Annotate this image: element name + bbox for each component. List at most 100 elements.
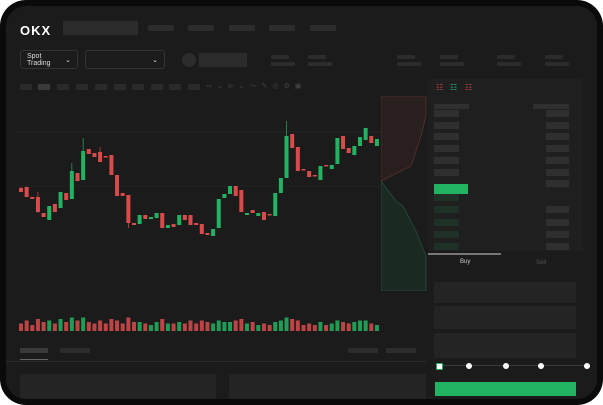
- chart-tools-toolbar[interactable]: ∾⌄⊳⌄〜✎◎⚙▣: [206, 81, 306, 91]
- nav-item[interactable]: [188, 25, 214, 31]
- timeframe-button[interactable]: [132, 84, 144, 90]
- amount-slider-track[interactable]: [439, 365, 587, 366]
- candlestick-chart[interactable]: [16, 96, 381, 336]
- timeframe-button[interactable]: [114, 84, 126, 90]
- indicator-icon[interactable]: ∾⌄: [206, 83, 228, 90]
- camera-icon[interactable]: ◎⚙▣: [272, 83, 307, 90]
- candle-body: [109, 155, 114, 175]
- orderbook-asks-icon[interactable]: ☷: [465, 83, 473, 92]
- candle-body: [52, 204, 57, 212]
- total-input[interactable]: [434, 333, 576, 358]
- depth-bids-area: [381, 180, 427, 291]
- line-icon[interactable]: 〜✎: [249, 83, 273, 90]
- candle-body: [346, 148, 351, 153]
- candle-body: [148, 217, 153, 219]
- timeframe-button[interactable]: [20, 84, 32, 90]
- sell-tab[interactable]: Sell: [536, 260, 547, 266]
- timeframe-button[interactable]: [188, 84, 200, 90]
- bid-price[interactable]: [434, 243, 459, 250]
- slider-step-100[interactable]: [584, 363, 590, 369]
- filter-button[interactable]: [348, 348, 378, 353]
- nav-item[interactable]: [269, 25, 295, 31]
- search-placeholder[interactable]: [63, 21, 138, 35]
- candle-body: [374, 139, 379, 146]
- bid-price[interactable]: [434, 194, 459, 201]
- amount-input[interactable]: [434, 306, 576, 329]
- orderbook-panel: ☷ ☷ ☷: [428, 79, 583, 251]
- candle-body: [126, 195, 131, 223]
- volume-bar: [182, 323, 187, 331]
- volume-bar: [205, 322, 210, 331]
- candle-body: [358, 137, 362, 146]
- candle-body: [245, 213, 249, 215]
- slider-handle-0[interactable]: [436, 363, 443, 370]
- volume-bar: [81, 317, 86, 331]
- bid-amount: [546, 243, 569, 250]
- ask-price[interactable]: [434, 145, 459, 152]
- volume-bar: [103, 323, 108, 331]
- timeframe-button[interactable]: [151, 84, 163, 90]
- orders-panel-right: [229, 374, 426, 399]
- candle-body: [120, 193, 125, 196]
- nav-item[interactable]: [148, 25, 174, 31]
- draw-icon[interactable]: ⊳⌄: [227, 83, 250, 90]
- divider: [6, 361, 426, 362]
- candle-body: [165, 225, 170, 228]
- volume-bar: [352, 322, 357, 331]
- ask-price[interactable]: [434, 157, 459, 164]
- volume-bar: [222, 322, 227, 331]
- tab-open-orders[interactable]: [20, 348, 48, 353]
- bid-price[interactable]: [434, 206, 459, 213]
- timeframe-button[interactable]: [169, 84, 181, 90]
- pair-dropdown[interactable]: ⌄: [85, 50, 165, 69]
- active-tab-underline: [20, 359, 48, 360]
- candle-body: [115, 175, 120, 196]
- volume-bar: [216, 320, 221, 331]
- volume-bar: [358, 320, 362, 331]
- nav-item[interactable]: [310, 25, 336, 31]
- slider-step-25[interactable]: [466, 363, 472, 369]
- timeframe-button[interactable]: [95, 84, 107, 90]
- volume-bar: [98, 320, 103, 331]
- volume-bar: [165, 323, 170, 331]
- slider-step-50[interactable]: [503, 363, 509, 369]
- orderbook-both-icon[interactable]: ☷: [436, 83, 444, 92]
- ask-price[interactable]: [434, 169, 459, 176]
- candle-body: [261, 212, 266, 220]
- candle-body: [329, 165, 334, 169]
- candle-body: [41, 213, 46, 217]
- ask-price[interactable]: [434, 133, 459, 140]
- volume-bar: [211, 323, 216, 331]
- buy-tab[interactable]: Buy: [460, 259, 471, 265]
- buy-button[interactable]: [435, 382, 576, 396]
- timeframe-button[interactable]: [57, 84, 69, 90]
- depth-chart: [381, 96, 427, 291]
- bid-price[interactable]: [434, 231, 459, 238]
- volume-bar: [52, 323, 57, 331]
- nav-item[interactable]: [229, 25, 255, 31]
- candle-body: [335, 138, 340, 164]
- chevron-down-icon: ⌄: [152, 56, 158, 64]
- volume-bar: [335, 320, 340, 331]
- candle-body: [216, 199, 221, 228]
- slider-step-75[interactable]: [538, 363, 544, 369]
- timeframe-button-active[interactable]: [38, 84, 50, 90]
- timeframe-button[interactable]: [76, 84, 88, 90]
- candle-body: [284, 136, 289, 178]
- volume-bar: [160, 319, 165, 331]
- stat-value: [271, 62, 295, 66]
- okx-logo: OKX: [20, 23, 52, 38]
- orderbook-bids-icon[interactable]: ☷: [450, 83, 458, 92]
- ask-price[interactable]: [434, 110, 459, 117]
- candle-body: [211, 229, 216, 236]
- ask-price[interactable]: [434, 122, 459, 129]
- filter-button[interactable]: [386, 348, 416, 353]
- bid-price[interactable]: [434, 219, 459, 226]
- volume-bar: [171, 323, 176, 331]
- volume-bar: [188, 320, 193, 331]
- volume-bar: [363, 320, 368, 331]
- spot-trading-dropdown[interactable]: Spot Trading ⌄: [20, 50, 78, 69]
- volume-bar: [261, 323, 266, 331]
- price-input[interactable]: [434, 282, 576, 303]
- tab-order-history[interactable]: [60, 348, 90, 353]
